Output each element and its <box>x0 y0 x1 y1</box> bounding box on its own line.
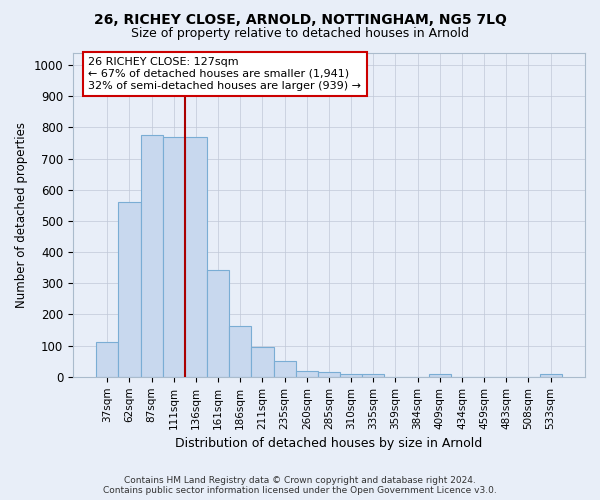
Bar <box>207 270 229 377</box>
Text: 26, RICHEY CLOSE, ARNOLD, NOTTINGHAM, NG5 7LQ: 26, RICHEY CLOSE, ARNOLD, NOTTINGHAM, NG… <box>94 12 506 26</box>
Bar <box>96 342 118 377</box>
Bar <box>163 136 185 377</box>
Bar <box>118 202 140 377</box>
Bar <box>539 374 562 377</box>
Text: Size of property relative to detached houses in Arnold: Size of property relative to detached ho… <box>131 28 469 40</box>
X-axis label: Distribution of detached houses by size in Arnold: Distribution of detached houses by size … <box>175 437 482 450</box>
Bar <box>340 374 362 377</box>
Bar <box>296 371 318 377</box>
Bar <box>274 360 296 377</box>
Text: Contains HM Land Registry data © Crown copyright and database right 2024.
Contai: Contains HM Land Registry data © Crown c… <box>103 476 497 495</box>
Bar <box>318 372 340 377</box>
Bar <box>429 374 451 377</box>
Bar <box>229 326 251 377</box>
Bar <box>140 135 163 377</box>
Bar <box>251 346 274 377</box>
Y-axis label: Number of detached properties: Number of detached properties <box>15 122 28 308</box>
Bar <box>185 136 207 377</box>
Bar <box>362 374 385 377</box>
Text: 26 RICHEY CLOSE: 127sqm
← 67% of detached houses are smaller (1,941)
32% of semi: 26 RICHEY CLOSE: 127sqm ← 67% of detache… <box>88 58 361 90</box>
